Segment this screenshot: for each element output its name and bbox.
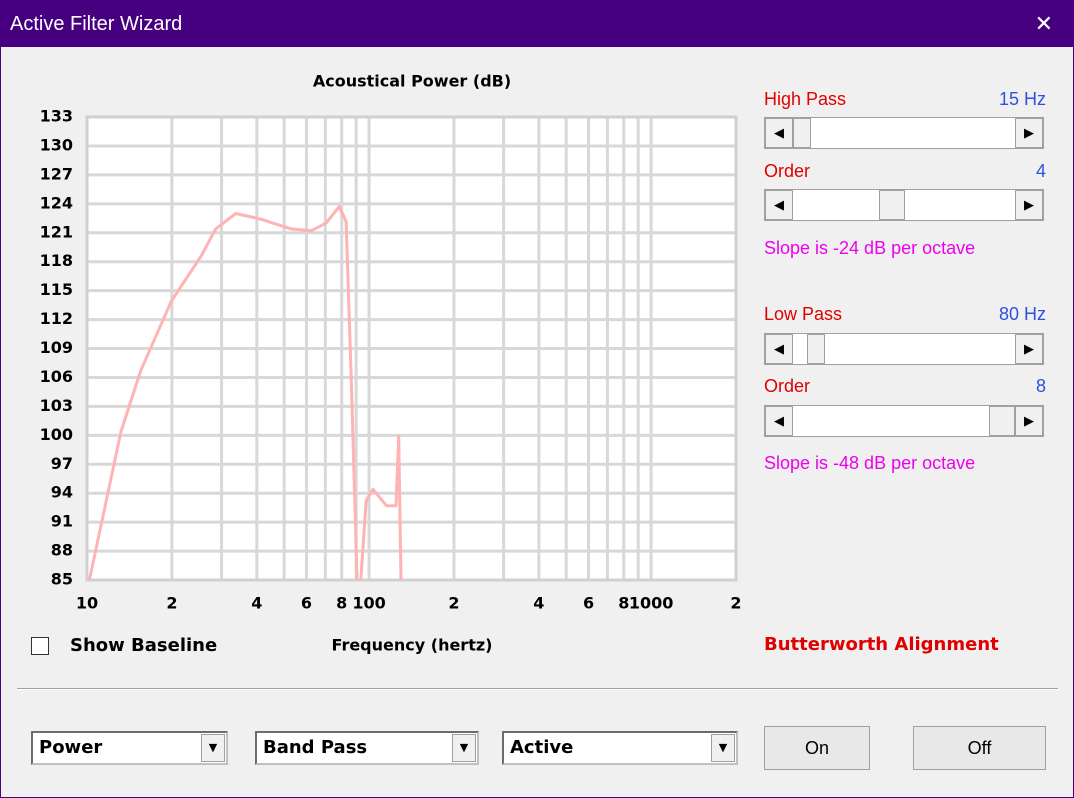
- alignment-label: Butterworth Alignment: [764, 634, 999, 655]
- x-tick-label: 6: [301, 594, 312, 613]
- y-tick-label: 115: [40, 280, 73, 299]
- line-series: [87, 205, 403, 581]
- dropdown-value: Active: [510, 737, 574, 758]
- x-tick-label: 6: [583, 594, 594, 613]
- order-slider[interactable]: ◀ ▶: [764, 189, 1044, 221]
- dropdown-value: Power: [39, 737, 103, 758]
- slope-text: Slope is -48 dB per octave: [764, 453, 976, 473]
- x-tick-label: 2: [730, 594, 741, 613]
- x-tick-label: 4: [533, 594, 544, 613]
- y-tick-label: 91: [51, 512, 73, 531]
- off-button[interactable]: Off: [913, 726, 1046, 770]
- x-tick-label: 8: [618, 594, 629, 613]
- low-pass-slider[interactable]: ◀ ▶: [764, 333, 1044, 365]
- high-pass-value: 15 Hz: [998, 89, 1046, 109]
- order-slider[interactable]: ◀ ▶: [764, 405, 1044, 437]
- y-tick-label: 112: [40, 309, 73, 328]
- x-tick-label: 2: [448, 594, 459, 613]
- y-tick-label: 97: [51, 454, 73, 473]
- x-tick-label: 1000: [629, 594, 674, 613]
- x-tick-label: 8: [336, 594, 347, 613]
- y-tick-label: 130: [40, 135, 73, 154]
- dropdown[interactable]: Power ▼: [31, 731, 228, 765]
- x-axis-label: Frequency (hertz): [332, 636, 493, 655]
- separator: [17, 688, 1058, 690]
- order-value: 8: [1035, 376, 1046, 396]
- dropdown-value: Band Pass: [263, 737, 368, 758]
- checkbox[interactable]: [31, 637, 49, 655]
- low-pass-label: Low Pass: [764, 304, 843, 324]
- close-button[interactable]: ✕: [1034, 11, 1053, 36]
- order-value: 4: [1035, 161, 1046, 181]
- on-button[interactable]: On: [764, 726, 870, 770]
- y-tick-label: 127: [40, 164, 73, 183]
- y-tick-label: 88: [51, 541, 73, 560]
- x-tick-label: 10: [76, 594, 98, 613]
- x-tick-label: 2: [166, 594, 177, 613]
- y-tick-label: 103: [40, 396, 73, 415]
- y-tick-label: 85: [51, 570, 73, 589]
- slope-text: Slope is -24 dB per octave: [764, 238, 976, 258]
- plot-border: [85, 115, 738, 582]
- y-tick-label: 106: [40, 367, 73, 386]
- dropdown[interactable]: Band Pass ▼: [255, 731, 479, 765]
- window-title: Active Filter Wizard: [10, 13, 183, 35]
- order-label: Order: [764, 376, 811, 396]
- x-tick-label: 100: [352, 594, 385, 613]
- y-tick-label: 118: [40, 251, 73, 270]
- y-tick-label: 94: [51, 483, 73, 502]
- order-label: Order: [764, 161, 811, 181]
- y-tick-label: 121: [40, 222, 73, 241]
- y-tick-label: 100: [40, 425, 73, 444]
- y-tick-label: 133: [40, 107, 73, 126]
- checkbox-label[interactable]: Show Baseline: [70, 635, 218, 656]
- low-pass-value: 80 Hz: [998, 304, 1046, 324]
- x-tick-label: 4: [251, 594, 262, 613]
- y-tick-label: 124: [40, 193, 73, 212]
- title-bar: Active Filter Wizard ✕: [1, 1, 1073, 47]
- dropdown[interactable]: Active ▼: [502, 731, 738, 765]
- high-pass-slider[interactable]: ◀ ▶: [764, 117, 1044, 149]
- chart: Acoustical Power (dB) Frequency (hertz) 85…: [40, 72, 742, 655]
- high-pass-label: High Pass: [764, 89, 847, 109]
- chart-title: Acoustical Power (dB): [313, 72, 511, 91]
- y-tick-label: 109: [40, 338, 73, 357]
